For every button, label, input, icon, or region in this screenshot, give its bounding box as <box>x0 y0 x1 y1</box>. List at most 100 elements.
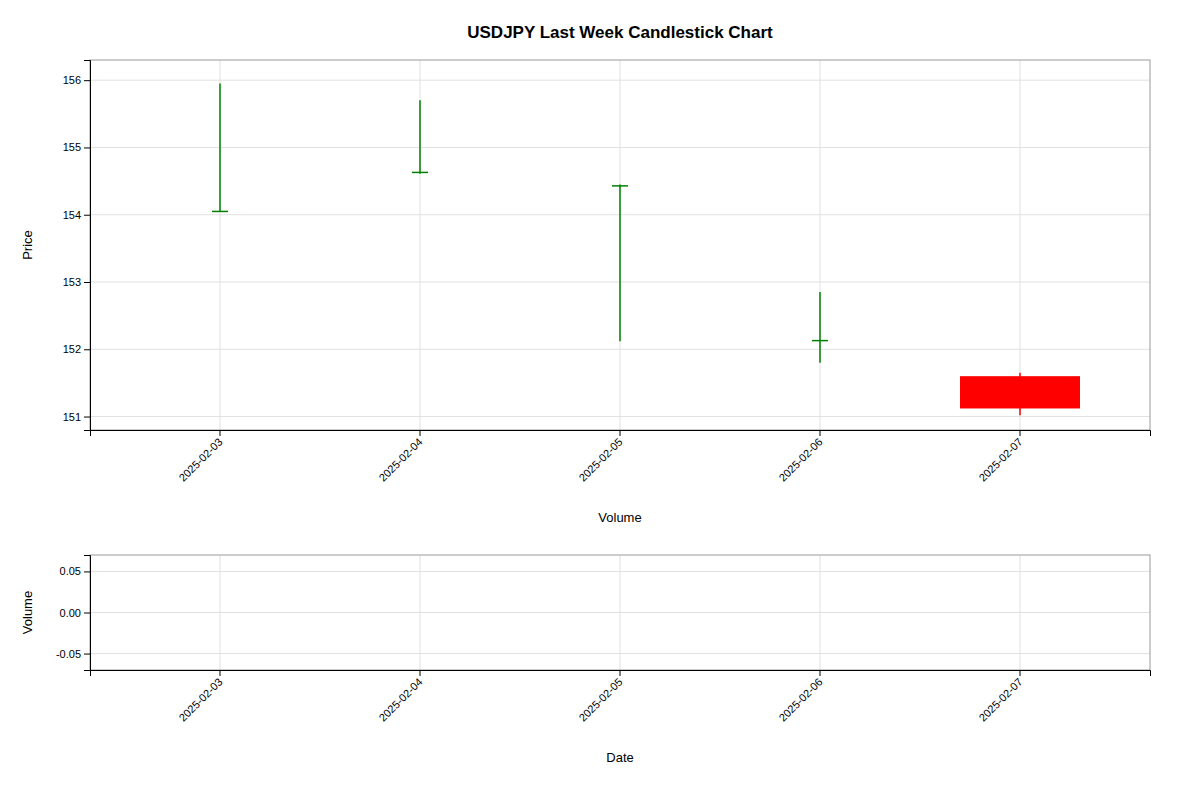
tick-label: 2025-02-04 <box>376 436 424 484</box>
axis-line <box>91 431 1151 437</box>
tick-line <box>84 613 90 614</box>
marks <box>212 84 1080 416</box>
x-tick: 2025-02-05 <box>576 430 624 484</box>
chart-title: USDJPY Last Week Candlestick Chart <box>467 23 773 42</box>
tick-line <box>1020 430 1021 436</box>
bar <box>160 612 280 613</box>
y-axis: 151 152 153 154 155 156 <box>63 61 91 431</box>
x-tick: 2025-02-03 <box>176 430 224 484</box>
tick-line <box>84 349 90 350</box>
tick-line <box>1020 670 1021 676</box>
bar <box>360 612 480 613</box>
y-tick: 153 <box>63 276 90 288</box>
axis-line <box>91 671 1151 677</box>
tick-label: 0.00 <box>60 607 81 619</box>
tick-line <box>620 430 621 436</box>
grid-line <box>1020 555 1021 670</box>
tick-label: 2025-02-05 <box>576 676 624 724</box>
candle-wick <box>419 100 421 173</box>
tick-label: 2025-02-07 <box>976 436 1024 484</box>
candle-body <box>612 185 628 187</box>
tick-line <box>820 670 821 676</box>
tick-line <box>84 571 90 572</box>
bar <box>960 612 1080 613</box>
axis-line <box>84 61 91 431</box>
x-tick: 2025-02-04 <box>376 430 424 484</box>
tick-line <box>620 670 621 676</box>
y-tick: 155 <box>63 141 90 153</box>
bar <box>760 612 880 613</box>
x-tick: 2025-02-07 <box>976 430 1024 484</box>
candle-body <box>412 172 428 174</box>
x-tick: 2025-02-06 <box>776 430 824 484</box>
grid <box>90 555 1150 670</box>
tick-line <box>84 654 90 655</box>
tick-label: 0.05 <box>60 565 81 577</box>
tick-label: 155 <box>63 141 81 153</box>
panel: -0.050.000.052025-02-032025-02-042025-02… <box>20 555 1151 765</box>
x-axis-title: Volume <box>598 510 641 525</box>
chart-svg: 1511521531541551562025-02-032025-02-0420… <box>0 0 1200 800</box>
y-tick: 0.05 <box>60 565 90 577</box>
tick-line <box>420 430 421 436</box>
y-axis: -0.05 0.00 0.05 <box>56 556 91 671</box>
tick-line <box>820 430 821 436</box>
x-axis-title: Date <box>606 750 633 765</box>
bar <box>560 612 680 613</box>
x-tick: 2025-02-03 <box>176 670 224 724</box>
tick-label: -0.05 <box>56 648 81 660</box>
x-tick: 2025-02-07 <box>976 670 1024 724</box>
tick-line <box>84 215 90 216</box>
candle-body <box>812 340 828 342</box>
y-tick: -0.05 <box>56 648 90 660</box>
plot-frame <box>90 60 1150 430</box>
tick-line <box>420 670 421 676</box>
y-tick: 151 <box>63 411 90 423</box>
tick-label: 2025-02-03 <box>176 436 224 484</box>
y-axis-title: Price <box>20 230 35 260</box>
tick-label: 151 <box>63 411 81 423</box>
y-tick: 156 <box>63 74 90 86</box>
grid <box>90 60 1150 430</box>
y-tick: 154 <box>63 209 90 221</box>
candle-wick <box>619 184 621 341</box>
candle-wick <box>819 292 821 363</box>
tick-label: 2025-02-06 <box>776 436 824 484</box>
x-axis: 2025-02-03 2025-02-04 2025-02-05 2025-02-06… <box>91 670 1151 724</box>
tick-line <box>84 417 90 418</box>
tick-label: 153 <box>63 276 81 288</box>
x-tick: 2025-02-06 <box>776 670 824 724</box>
tick-line <box>220 670 221 676</box>
tick-line <box>84 147 90 148</box>
candle-wick <box>219 84 221 212</box>
panel: 1511521531541551562025-02-032025-02-0420… <box>20 23 1151 525</box>
tick-label: 2025-02-05 <box>576 436 624 484</box>
grid-line <box>820 60 821 430</box>
tick-line <box>220 430 221 436</box>
y-tick: 0.00 <box>60 607 90 619</box>
grid-line <box>1020 60 1021 430</box>
grid-line <box>220 60 221 430</box>
grid-line <box>220 555 221 670</box>
tick-label: 152 <box>63 343 81 355</box>
candle-body <box>212 211 228 213</box>
x-axis: 2025-02-03 2025-02-04 2025-02-05 2025-02-06… <box>91 430 1151 484</box>
grid-line <box>620 555 621 670</box>
axis-line <box>84 556 91 671</box>
tick-label: 2025-02-07 <box>976 676 1024 724</box>
x-tick: 2025-02-04 <box>376 670 424 724</box>
y-tick: 152 <box>63 343 90 355</box>
tick-label: 2025-02-03 <box>176 676 224 724</box>
plot-frame <box>90 555 1150 670</box>
y-axis-title: Volume <box>20 591 35 634</box>
grid-line <box>420 555 421 670</box>
x-tick: 2025-02-05 <box>576 670 624 724</box>
tick-label: 2025-02-04 <box>376 676 424 724</box>
tick-line <box>84 282 90 283</box>
grid-line <box>820 555 821 670</box>
grid-line <box>620 60 621 430</box>
candle-body <box>960 376 1080 408</box>
tick-label: 154 <box>63 209 81 221</box>
tick-label: 156 <box>63 74 81 86</box>
tick-label: 2025-02-06 <box>776 676 824 724</box>
